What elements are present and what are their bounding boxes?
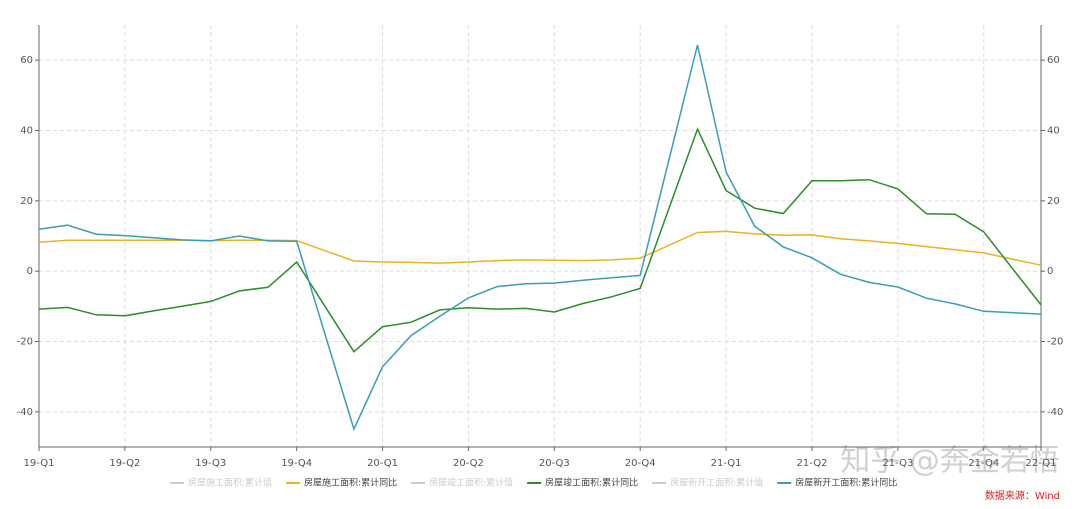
y2-tick-label: 40 — [1047, 126, 1060, 137]
series-line — [38, 127, 1042, 353]
y2-tick-label: -20 — [1047, 337, 1063, 348]
y-tick-label: -40 — [17, 407, 33, 418]
series-line — [38, 44, 1042, 432]
y-tick-label: 0 — [27, 266, 33, 277]
source-note: 数据来源：Wind — [985, 489, 1060, 502]
x-tick-label: 20-Q1 — [367, 458, 398, 469]
y2-tick-label: -40 — [1047, 407, 1063, 418]
series-line — [38, 230, 1042, 266]
x-tick-label: 21-Q2 — [797, 458, 828, 469]
y2-tick-label: 60 — [1047, 55, 1060, 66]
y-tick-label: 20 — [20, 196, 33, 207]
x-tick-label: 19-Q2 — [109, 458, 140, 469]
x-tick-label: 19-Q3 — [195, 458, 226, 469]
x-tick-label: 21-Q4 — [968, 458, 999, 469]
legend-label[interactable]: 房屋竣工面积:累计值 — [429, 477, 513, 489]
legend-label[interactable]: 房屋新开工面积:累计同比 — [795, 477, 897, 489]
legend-label[interactable]: 房屋施工面积:累计同比 — [304, 477, 397, 489]
legend-label[interactable]: 房屋竣工面积:累计同比 — [545, 477, 638, 489]
legend-label[interactable]: 房屋施工面积:累计值 — [188, 477, 272, 489]
y-tick-label: 40 — [20, 126, 33, 137]
x-tick-label: 20-Q2 — [453, 458, 484, 469]
x-tick-label: 22-Q1 — [1026, 458, 1057, 469]
x-tick-label: 21-Q3 — [882, 458, 913, 469]
y2-tick-label: 20 — [1047, 196, 1060, 207]
watermark: 知乎 @奔金若悟 — [840, 444, 1060, 479]
x-tick-label: 20-Q4 — [625, 458, 656, 469]
x-tick-label: 20-Q3 — [539, 458, 570, 469]
legend-label[interactable]: 房屋新开工面积:累计值 — [670, 477, 763, 489]
y2-tick-label: 0 — [1047, 266, 1053, 277]
y-tick-label: 60 — [20, 55, 33, 66]
y-tick-label: -20 — [17, 337, 33, 348]
x-tick-label: 19-Q1 — [24, 458, 55, 469]
x-tick-label: 19-Q4 — [281, 458, 312, 469]
x-tick-label: 21-Q1 — [711, 458, 742, 469]
